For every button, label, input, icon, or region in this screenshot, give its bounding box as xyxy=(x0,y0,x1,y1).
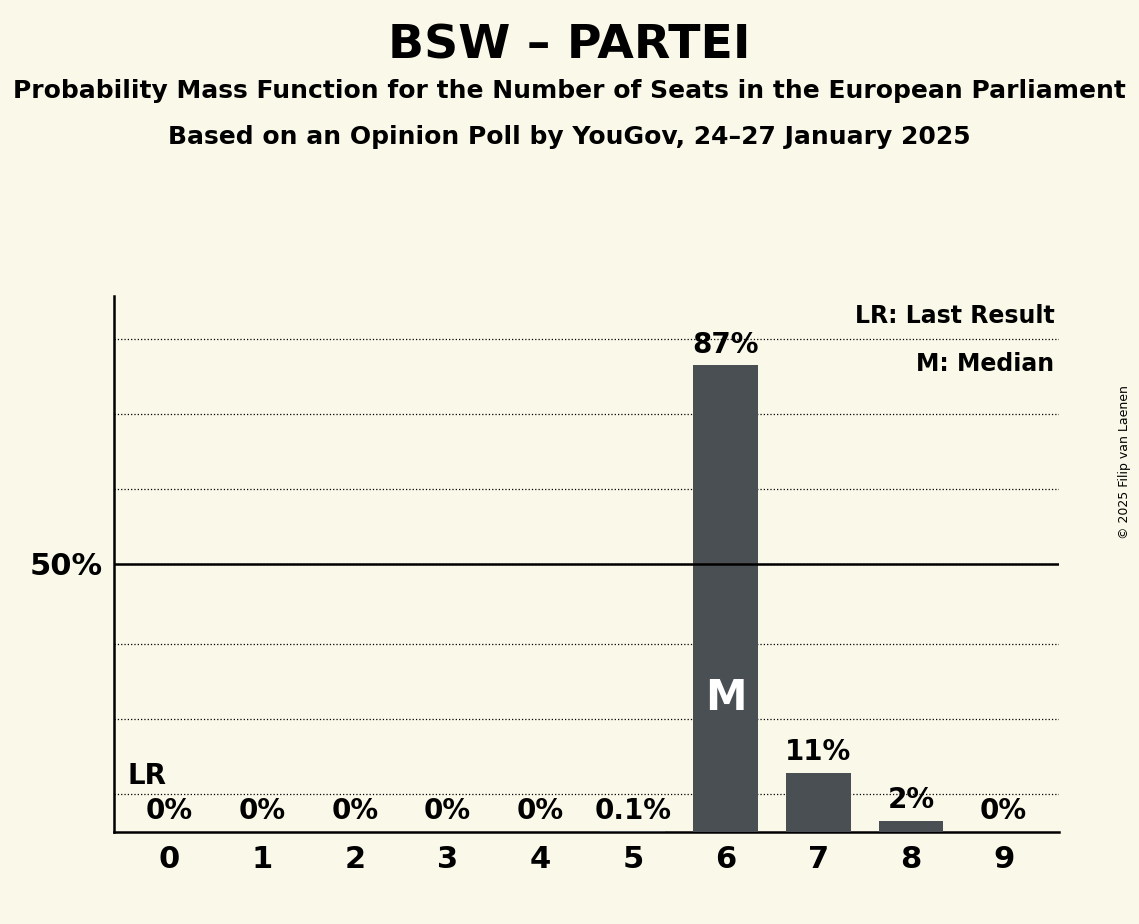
Text: 0.1%: 0.1% xyxy=(595,797,671,825)
Text: 0%: 0% xyxy=(517,797,564,825)
Text: 0%: 0% xyxy=(146,797,194,825)
Text: 87%: 87% xyxy=(693,331,759,359)
Bar xyxy=(694,365,759,832)
Text: 0%: 0% xyxy=(980,797,1027,825)
Text: 2%: 2% xyxy=(887,786,934,814)
Text: © 2025 Filip van Laenen: © 2025 Filip van Laenen xyxy=(1118,385,1131,539)
Text: LR: LR xyxy=(128,761,166,790)
Text: M: M xyxy=(705,676,746,719)
Text: 0%: 0% xyxy=(239,797,286,825)
Bar xyxy=(878,821,943,832)
Text: 0%: 0% xyxy=(424,797,472,825)
Text: 11%: 11% xyxy=(785,738,852,766)
Text: 0%: 0% xyxy=(331,797,378,825)
Bar xyxy=(786,772,851,832)
Text: Based on an Opinion Poll by YouGov, 24–27 January 2025: Based on an Opinion Poll by YouGov, 24–2… xyxy=(169,125,970,149)
Text: Probability Mass Function for the Number of Seats in the European Parliament: Probability Mass Function for the Number… xyxy=(13,79,1126,103)
Text: LR: Last Result: LR: Last Result xyxy=(854,304,1055,328)
Text: BSW – PARTEI: BSW – PARTEI xyxy=(388,23,751,68)
Text: M: Median: M: Median xyxy=(917,352,1055,376)
